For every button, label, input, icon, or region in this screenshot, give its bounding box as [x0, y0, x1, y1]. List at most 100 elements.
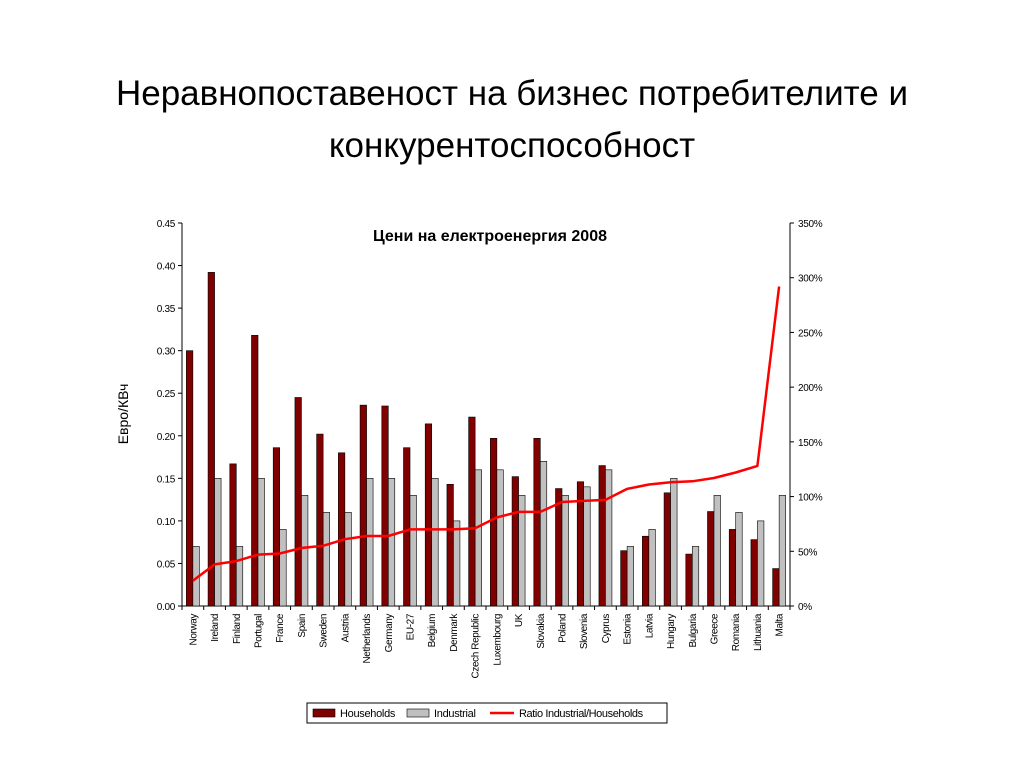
x-tick-label: Belgium: [427, 614, 438, 647]
chart-legend: Households Industrial Ratio Industrial/Hou…: [306, 702, 668, 724]
industrial-bar: [648, 529, 656, 607]
x-tick-label: Romania: [731, 613, 742, 651]
industrial-bar: [539, 461, 548, 607]
y2-tick-label: 100%: [798, 493, 823, 504]
legend-label-industrial: Industrial: [434, 708, 476, 720]
households-bar: [229, 463, 237, 607]
households-bar: [359, 404, 367, 607]
x-tick-label: Bulgaria: [688, 613, 699, 647]
industrial-bar: [583, 486, 591, 607]
x-tick-label: Slovenia: [579, 613, 590, 649]
y2-tick-label: 150%: [798, 438, 823, 449]
y2-tick-label: 50%: [798, 547, 818, 558]
x-tick-label: EU-27: [406, 613, 417, 640]
x-tick-label: Luxembourg: [492, 614, 503, 666]
industrial-bar: [735, 512, 743, 607]
x-tick-label: Hungary: [666, 614, 677, 649]
y-tick-label: 0.35: [157, 304, 176, 315]
industrial-bar: [757, 520, 765, 607]
y-tick-label: 0.05: [157, 559, 176, 570]
industrial-bar: [670, 478, 678, 607]
x-tick-label: Netherlands: [362, 614, 373, 664]
industrial-bar: [713, 495, 721, 607]
households-bar: [533, 438, 541, 607]
y-tick-label: 0.40: [157, 262, 176, 273]
x-tick-label: Norway: [188, 614, 199, 646]
y-tick-label: 0.20: [157, 432, 176, 443]
households-bar: [750, 539, 758, 607]
households-bar: [207, 272, 215, 607]
industrial-bar: [778, 495, 786, 607]
y-tick-label: 0.00: [157, 602, 176, 613]
industrial-bar: [431, 478, 439, 607]
y-tick-label: 0.25: [157, 389, 176, 400]
industrial-bar: [279, 529, 287, 607]
industrial-bar: [344, 512, 352, 607]
households-bar: [338, 452, 346, 607]
x-tick-label: France: [275, 613, 286, 643]
households-bar: [446, 483, 454, 607]
y-tick-label: 0.30: [157, 347, 176, 358]
households-bar: [707, 511, 715, 607]
households-bar: [272, 447, 281, 607]
industrial-bar: [691, 546, 700, 607]
industrial-bar: [453, 520, 461, 607]
industrial-bar: [496, 469, 504, 607]
y2-tick-label: 250%: [798, 328, 823, 339]
households-bar: [490, 438, 498, 607]
industrial-bar: [387, 478, 396, 607]
households-bar: [294, 397, 302, 607]
industrial-bar: [518, 495, 526, 607]
legend-swatch-industrial: [406, 708, 430, 718]
y2-tick-label: 350%: [798, 219, 823, 230]
industrial-bar: [561, 495, 569, 607]
households-bar: [663, 492, 671, 607]
x-tick-label: Cyprus: [601, 614, 612, 644]
households-bar: [772, 568, 780, 607]
y-tick-label: 0.45: [157, 219, 176, 230]
x-tick-label: Lithuania: [753, 613, 764, 651]
x-tick-label: Ireland: [210, 614, 221, 642]
x-tick-label: Latvia: [644, 613, 655, 638]
households-bar: [316, 433, 324, 607]
x-tick-label: Estonia: [623, 613, 634, 644]
x-tick-label: Czech Republic: [471, 614, 482, 679]
x-tick-label: Sweden: [319, 614, 330, 648]
households-bar: [620, 550, 628, 607]
x-tick-label: UK: [514, 613, 525, 627]
y2-tick-label: 200%: [798, 383, 823, 394]
slide-title-line-2: конкурентоспособност: [328, 126, 696, 165]
ratio-line: [192, 286, 781, 582]
households-bar: [186, 350, 194, 607]
slide-title: Неравнопоставеност на бизнес потребители…: [40, 68, 984, 172]
y-tick-label: 0.15: [157, 474, 176, 485]
households-bar: [598, 465, 606, 607]
x-tick-label: Slovakia: [536, 613, 547, 648]
households-bar: [642, 535, 650, 607]
legend-swatch-households: [312, 708, 336, 718]
x-tick-label: Portugal: [254, 614, 265, 648]
industrial-bar: [366, 478, 374, 607]
households-bar: [685, 553, 693, 607]
industrial-bar: [409, 495, 417, 607]
industrial-bar: [301, 495, 309, 607]
households-bar: [424, 423, 433, 607]
industrial-bar: [626, 546, 634, 607]
x-tick-label: Austria: [340, 613, 351, 642]
households-bar: [468, 416, 476, 607]
y-axis-label: Евро/КВч: [115, 384, 131, 445]
x-tick-label: Denmark: [449, 613, 460, 652]
industrial-bar: [235, 546, 244, 607]
households-bar: [381, 405, 389, 607]
industrial-bar: [605, 469, 613, 607]
x-tick-label: Poland: [558, 614, 569, 643]
legend-label-ratio: Ratio Industrial/Households: [519, 708, 644, 720]
legend-box: [306, 702, 668, 724]
y-tick-label: 0.10: [157, 517, 176, 528]
households-bar: [728, 529, 737, 607]
legend-label-households: Households: [340, 708, 396, 720]
x-tick-label: Spain: [297, 614, 308, 638]
households-bar: [403, 447, 411, 607]
x-tick-label: Finland: [232, 614, 243, 644]
